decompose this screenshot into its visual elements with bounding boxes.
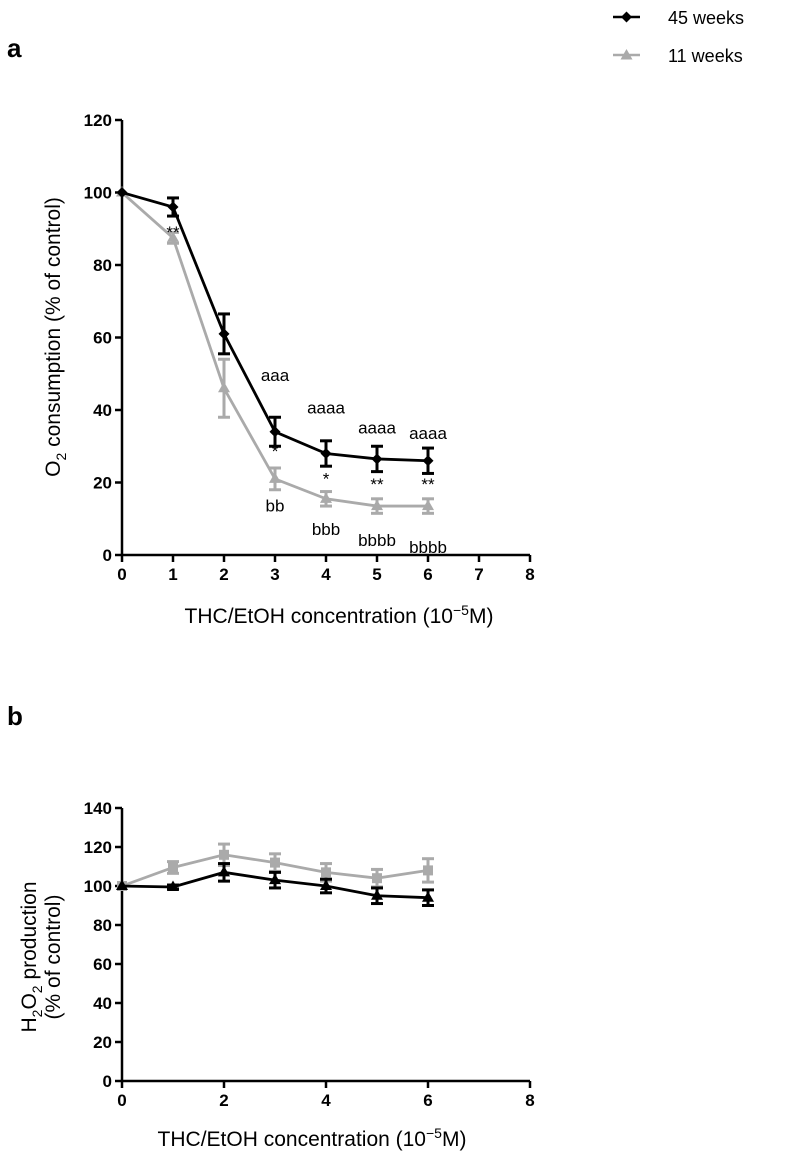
a-significance-label: * [272, 442, 279, 461]
legend-marker-11-weeks [620, 49, 633, 60]
a-significance-label: ** [370, 475, 384, 494]
plot-panel-b: 0 20 40 60 80 100 120 140 0 2 4 6 8 [84, 799, 535, 1110]
a-x-tick-label: 7 [474, 565, 483, 584]
a-significance-label: bb [266, 497, 285, 516]
a-data-point-45-weeks [422, 455, 434, 467]
a-data-point-11-weeks [167, 231, 179, 242]
a-data-point-45-weeks [269, 426, 281, 438]
a-significance-label: bbbb [358, 531, 396, 550]
panel-b-y-axis-title: H2O2 production (% of control) [18, 881, 65, 1032]
a-y-tick-label: 120 [84, 111, 112, 130]
a-significance-label: aaaa [307, 399, 345, 418]
a-significance-label: ** [421, 475, 435, 494]
a-y-tick-label: 40 [93, 401, 112, 420]
a-x-tick-label: 4 [321, 565, 331, 584]
b-x-tick-label: 8 [525, 1091, 534, 1110]
a-significance-label: aaaa [358, 419, 396, 438]
a-x-tick-label: 6 [423, 565, 432, 584]
b-x-tick-label: 0 [117, 1091, 126, 1110]
panel-label-a: a [7, 33, 22, 63]
b-data-point-45-weeks [167, 880, 179, 891]
panel-b-x-axis-title: THC/EtOH concentration (10−5M) [158, 1125, 467, 1151]
b-data-point-45-weeks [320, 879, 332, 890]
a-data-point-11-weeks [371, 499, 383, 511]
b-data-point-45-weeks [371, 889, 383, 900]
b-data-point-45-weeks [422, 891, 434, 902]
a-data-point-45-weeks [167, 201, 179, 213]
a-data-point-45-weeks [218, 328, 230, 340]
a-data-point-45-weeks [371, 453, 383, 465]
a-data-point-11-weeks [422, 499, 434, 511]
svg-text:(% of control): (% of control) [42, 895, 65, 1020]
a-y-tick-label: 100 [84, 184, 112, 203]
b-data-point-11-weeks [168, 862, 178, 873]
a-y-tick-label: 20 [93, 474, 112, 493]
a-data-point-11-weeks [269, 472, 281, 483]
a-data-point-11-weeks [218, 381, 230, 393]
b-x-tick-label: 2 [219, 1091, 228, 1110]
b-data-point-11-weeks [270, 857, 280, 868]
a-data-point-11-weeks [320, 492, 332, 503]
b-data-point-11-weeks [321, 867, 331, 878]
a-y-tick-label: 60 [93, 329, 112, 348]
a-x-tick-label: 1 [168, 565, 177, 584]
b-data-point-45-weeks [116, 879, 128, 890]
legend: 45 weeks 11 weeks [613, 8, 744, 66]
b-data-point-11-weeks [372, 873, 382, 884]
b-y-tick-label: 0 [103, 1072, 112, 1091]
a-significance-label: ** [166, 223, 180, 242]
b-data-point-45-weeks [218, 865, 230, 877]
b-y-tick-label: 100 [84, 877, 112, 896]
b-y-tick-label: 40 [93, 994, 112, 1013]
a-significance-label: aaaa [409, 424, 447, 443]
legend-label-11-weeks: 11 weeks [668, 46, 743, 66]
a-y-tick-label: 0 [103, 546, 112, 565]
plot-panel-a: 0 20 40 60 80 100 120 0 1 2 3 4 5 6 7 8 ** aaa * bb aaaa * bbb… [84, 111, 535, 584]
b-y-tick-label: 60 [93, 955, 112, 974]
b-y-tick-label: 140 [84, 799, 112, 818]
panel-a-y-axis-title: O2 consumption (% of control) [42, 197, 69, 477]
a-y-tick-label: 80 [93, 256, 112, 275]
svg-text:H2O2 production: H2O2 production [18, 881, 45, 1032]
b-data-point-11-weeks [219, 849, 229, 860]
b-x-tick-label: 4 [321, 1091, 331, 1110]
a-data-point-45-weeks [320, 448, 332, 459]
b-y-tick-label: 20 [93, 1033, 112, 1052]
a-significance-label: aaa [261, 366, 290, 385]
b-y-tick-label: 120 [84, 838, 112, 857]
panel-label-b: b [7, 701, 23, 731]
a-significance-label: * [323, 469, 330, 488]
legend-label-45-weeks: 45 weeks [668, 8, 744, 28]
panel-a-x-axis-title: THC/EtOH concentration (10−5M) [185, 602, 494, 628]
a-x-tick-label: 3 [270, 565, 279, 584]
a-x-tick-label: 0 [117, 565, 126, 584]
b-data-point-11-weeks [423, 865, 433, 876]
b-data-point-45-weeks [269, 873, 281, 885]
b-x-tick-label: 6 [423, 1091, 432, 1110]
b-y-tick-label: 80 [93, 916, 112, 935]
a-significance-label: bbbb [409, 538, 447, 557]
a-significance-label: bbb [312, 520, 340, 539]
a-data-point-45-weeks [116, 187, 128, 198]
a-x-tick-label: 8 [525, 565, 534, 584]
a-x-tick-label: 5 [372, 565, 381, 584]
legend-marker-45-weeks [621, 11, 632, 23]
a-x-tick-label: 2 [219, 565, 228, 584]
